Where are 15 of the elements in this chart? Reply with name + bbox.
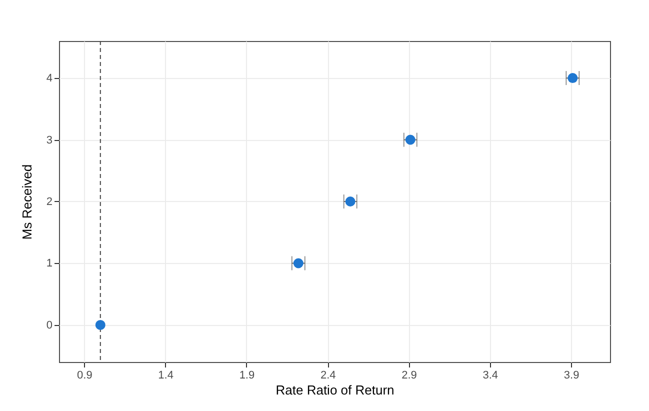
point (95, 320, 106, 330)
x-tick-label: 1.4 (158, 370, 174, 382)
x-tick-label: 1.9 (239, 370, 255, 382)
x-tick-label: 2.4 (320, 370, 336, 382)
y-tick-label: 4 (46, 72, 52, 85)
y-tick-label: 1 (46, 258, 52, 270)
x-tick-label: 3.9 (564, 370, 580, 382)
x-tick-label: 3.4 (482, 370, 498, 382)
y-axis-title: Ms Received (19, 164, 34, 240)
y-tick-label: 2 (46, 196, 52, 208)
y-tick-label: 3 (46, 134, 52, 146)
y-tick-label: 0 (46, 319, 52, 332)
x-tick-label: 2.9 (402, 370, 417, 382)
x-tick-label: 0.9 (77, 370, 92, 382)
x-axis-title: Rate Ratio of Return (276, 382, 394, 398)
